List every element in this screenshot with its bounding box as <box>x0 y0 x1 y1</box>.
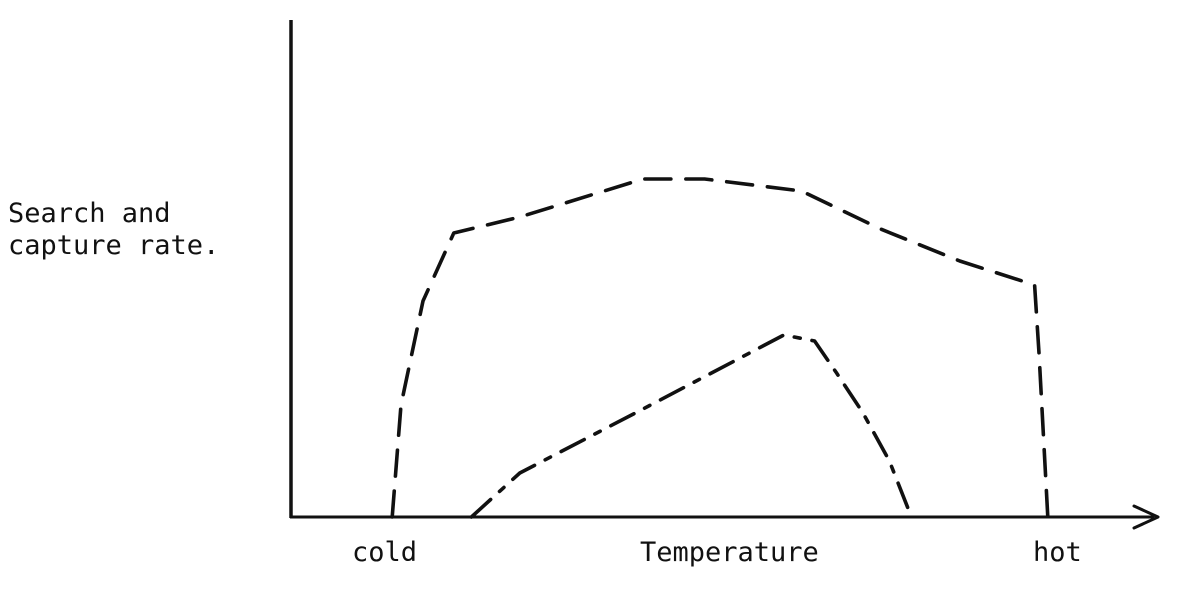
x-tick-label-hot: hot <box>1033 537 1082 568</box>
x-axis-label: Temperature <box>640 537 819 568</box>
y-axis-label-line-1: Search and <box>8 198 171 229</box>
series-line-lower-curve <box>469 333 914 519</box>
series-line-upper-curve <box>390 177 1050 519</box>
x-tick-label-cold: cold <box>352 537 418 568</box>
y-axis-label: Search and capture rate. <box>8 198 219 262</box>
x-axis-arrowhead <box>1132 504 1160 530</box>
y-axis-label-line-2: capture rate. <box>8 230 220 261</box>
